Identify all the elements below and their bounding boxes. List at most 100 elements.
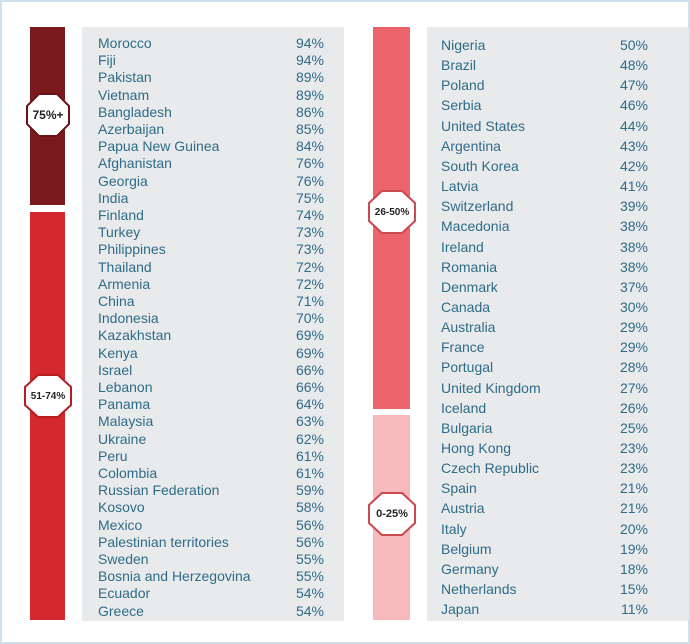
country-name: Spain <box>441 480 477 497</box>
table-row: Kenya 69% <box>98 345 324 362</box>
country-percentage: 89% <box>295 86 324 103</box>
table-row: Iceland 26% <box>441 400 648 417</box>
country-name: Kosovo <box>98 499 145 516</box>
band-badge-0-25: 0-25% <box>368 492 416 536</box>
country-name: Kazakhstan <box>98 327 172 344</box>
table-row: India 75% <box>98 190 324 207</box>
table-row: Colombia 61% <box>98 465 324 482</box>
country-name: Denmark <box>441 278 498 295</box>
country-name: Finland <box>98 207 144 223</box>
country-percentage: 47% <box>619 77 648 94</box>
country-percentage: 62% <box>295 430 324 447</box>
country-percentage: 85% <box>295 121 324 137</box>
table-row: Ireland 38% <box>441 239 648 256</box>
country-name: Azerbaijan <box>98 121 165 137</box>
country-name: Argentina <box>441 137 501 154</box>
country-percentage: 64% <box>295 396 324 413</box>
table-row: Portugal 28% <box>441 359 648 376</box>
table-row: Czech Republic 23% <box>441 460 648 477</box>
country-name: Portugal <box>441 359 494 376</box>
country-percentage: 30% <box>619 298 648 315</box>
table-row: Bangladesh 86% <box>98 104 324 121</box>
table-row: Morocco 94% <box>98 35 324 52</box>
table-row: China 71% <box>98 293 324 310</box>
country-name: Romania <box>441 258 498 275</box>
left-country-list: Morocco 94% Fiji 94% Pakistan 89% Vietnam 89% Ba… <box>98 35 324 620</box>
country-percentage: 55% <box>295 551 324 567</box>
country-percentage: 73% <box>295 241 324 258</box>
country-percentage: 86% <box>295 103 324 120</box>
country-percentage: 63% <box>295 413 324 430</box>
table-row: Belgium 19% <box>441 541 648 558</box>
country-name: Hong Kong <box>441 440 512 456</box>
country-name: Belgium <box>441 540 492 557</box>
table-row: Malaysia 63% <box>98 413 324 430</box>
country-percentage: 76% <box>295 155 324 172</box>
country-percentage: 28% <box>619 359 648 376</box>
country-percentage: 58% <box>295 499 324 516</box>
table-row: Denmark 37% <box>441 279 648 296</box>
table-row: Georgia 76% <box>98 173 324 190</box>
country-percentage: 72% <box>295 258 324 275</box>
country-name: United States <box>441 117 526 134</box>
country-name: Philippines <box>98 241 166 258</box>
country-percentage: 25% <box>619 419 648 436</box>
country-name: Bulgaria <box>441 419 493 436</box>
country-percentage: 73% <box>295 224 324 241</box>
table-row: Finland 74% <box>98 207 324 224</box>
table-row: Macedonia 38% <box>441 218 648 235</box>
country-percentage: 71% <box>295 293 324 309</box>
table-row: Thailand 72% <box>98 259 324 276</box>
country-name: Papua New Guinea <box>98 138 220 155</box>
country-name: China <box>98 293 135 309</box>
country-name: Colombia <box>98 465 158 481</box>
country-name: Morocco <box>98 35 152 51</box>
table-row: Canada 30% <box>441 299 648 316</box>
country-name: Israel <box>98 361 133 378</box>
country-percentage: 74% <box>295 207 324 223</box>
country-name: Pakistan <box>98 69 152 86</box>
table-row: Argentina 43% <box>441 138 648 155</box>
country-name: Netherlands <box>441 581 517 598</box>
country-name: Malaysia <box>98 413 154 430</box>
band-badge-26-50: 26-50% <box>368 190 416 234</box>
table-row: Vietnam 89% <box>98 87 324 104</box>
country-percentage: 26% <box>619 399 648 416</box>
table-row: Italy 20% <box>441 521 648 538</box>
table-row: Ukraine 62% <box>98 431 324 448</box>
country-percentage: 75% <box>295 189 324 206</box>
country-name: Japan <box>441 601 480 618</box>
right-country-list: Nigeria 50% Brazil 48% Poland 47% Serbia 46% Uni… <box>441 37 648 622</box>
country-percentage: 61% <box>295 465 324 481</box>
country-percentage: 29% <box>619 319 648 336</box>
table-row: Papua New Guinea 84% <box>98 138 324 155</box>
table-row: Ecuador 54% <box>98 585 324 602</box>
country-percentage: 72% <box>295 275 324 292</box>
table-row: Kosovo 58% <box>98 499 324 516</box>
country-name: Poland <box>441 77 485 94</box>
band-label-75-plus: 75%+ <box>32 108 64 122</box>
country-name: Armenia <box>98 275 151 292</box>
country-percentage: 18% <box>619 560 648 577</box>
country-name: Brazil <box>441 57 477 74</box>
table-row: Serbia 46% <box>441 97 648 114</box>
country-name: Afghanistan <box>98 155 172 172</box>
country-name: France <box>441 339 485 356</box>
country-name: Australia <box>441 319 496 336</box>
country-name: Greece <box>98 602 144 619</box>
table-row: Russian Federation 59% <box>98 482 324 499</box>
country-percentage: 50% <box>619 37 648 53</box>
table-row: Poland 47% <box>441 77 648 94</box>
country-percentage: 69% <box>295 344 324 361</box>
country-name: Peru <box>98 447 128 464</box>
country-percentage: 70% <box>295 310 324 327</box>
table-row: Mexico 56% <box>98 517 324 534</box>
country-percentage: 59% <box>295 482 324 499</box>
country-name: Serbia <box>441 97 482 114</box>
country-name: Panama <box>98 396 151 413</box>
country-name: Russian Federation <box>98 482 220 499</box>
country-name: Lebanon <box>98 379 153 395</box>
country-name: Kenya <box>98 344 138 361</box>
country-name: Ireland <box>441 238 484 255</box>
